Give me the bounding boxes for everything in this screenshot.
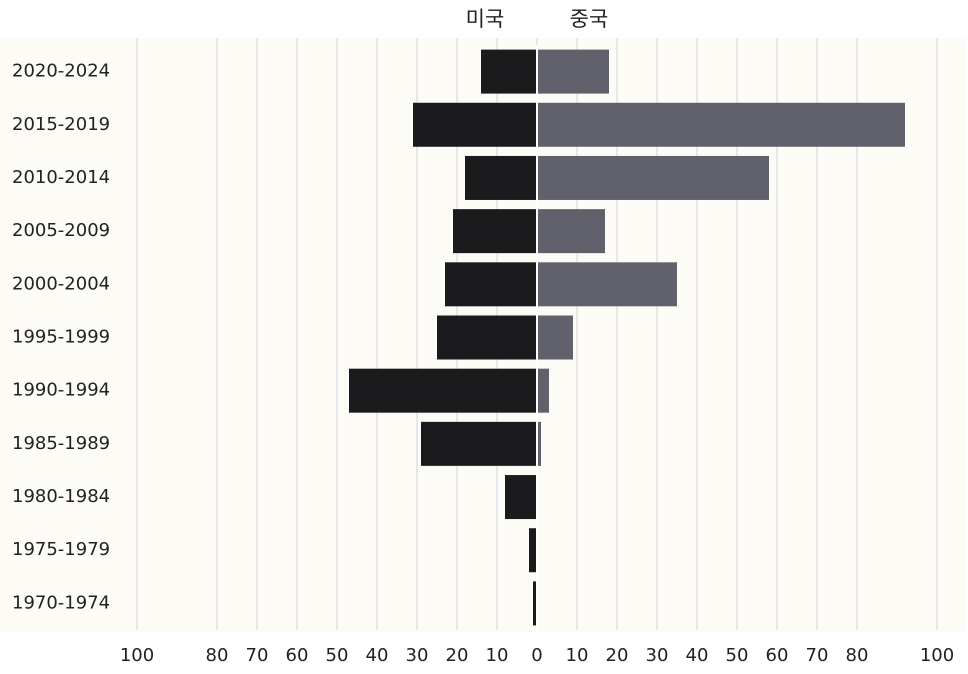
x-tick-label: 30	[406, 645, 429, 666]
bar	[537, 155, 769, 200]
bar	[481, 49, 537, 94]
x-tick-label: 40	[366, 645, 389, 666]
x-tick-label: 0	[531, 645, 542, 666]
x-tick-label: 20	[606, 645, 629, 666]
x-tick-label: 40	[686, 645, 709, 666]
y-tick-label: 1990-1994	[12, 380, 110, 401]
x-tick-label: 30	[646, 645, 669, 666]
bar	[453, 209, 537, 254]
y-tick-label: 2015-2019	[12, 114, 110, 135]
bar	[537, 421, 541, 466]
x-tick-label: 60	[766, 645, 789, 666]
x-tick-label: 70	[806, 645, 829, 666]
y-tick-label: 1985-1989	[12, 433, 110, 454]
y-tick-label: 1980-1984	[12, 486, 110, 507]
x-tick-label: 100	[920, 645, 954, 666]
y-tick-label: 1975-1979	[12, 539, 110, 560]
bar	[537, 102, 905, 147]
bar	[505, 475, 537, 520]
bar	[537, 368, 549, 413]
x-tick-label: 70	[246, 645, 269, 666]
x-tick-label: 50	[326, 645, 349, 666]
y-tick-label: 2020-2024	[12, 61, 110, 82]
y-tick-label: 2000-2004	[12, 273, 110, 294]
legend-label: 중국	[570, 7, 609, 31]
y-tick-label: 2005-2009	[12, 220, 110, 241]
x-tick-label: 10	[566, 645, 589, 666]
legend-label: 미국	[466, 7, 505, 31]
x-tick-label: 100	[120, 645, 154, 666]
y-tick-label: 1995-1999	[12, 327, 110, 348]
bar	[537, 49, 609, 94]
x-tick-label: 80	[206, 645, 229, 666]
bar	[437, 315, 537, 360]
x-tick-label: 10	[486, 645, 509, 666]
bar	[465, 155, 537, 200]
bar	[537, 262, 677, 307]
bar	[445, 262, 537, 307]
x-tick-label: 60	[286, 645, 309, 666]
x-tick-label: 80	[846, 645, 869, 666]
y-tick-label: 1970-1974	[12, 592, 110, 613]
bar	[537, 315, 573, 360]
x-tick-label: 50	[726, 645, 749, 666]
bar	[421, 421, 537, 466]
bar	[413, 102, 537, 147]
bar	[533, 581, 537, 626]
x-tick-label: 20	[446, 645, 469, 666]
y-tick-label: 2010-2014	[12, 167, 110, 188]
bar	[529, 528, 537, 573]
bar	[349, 368, 537, 413]
bar	[537, 209, 605, 254]
